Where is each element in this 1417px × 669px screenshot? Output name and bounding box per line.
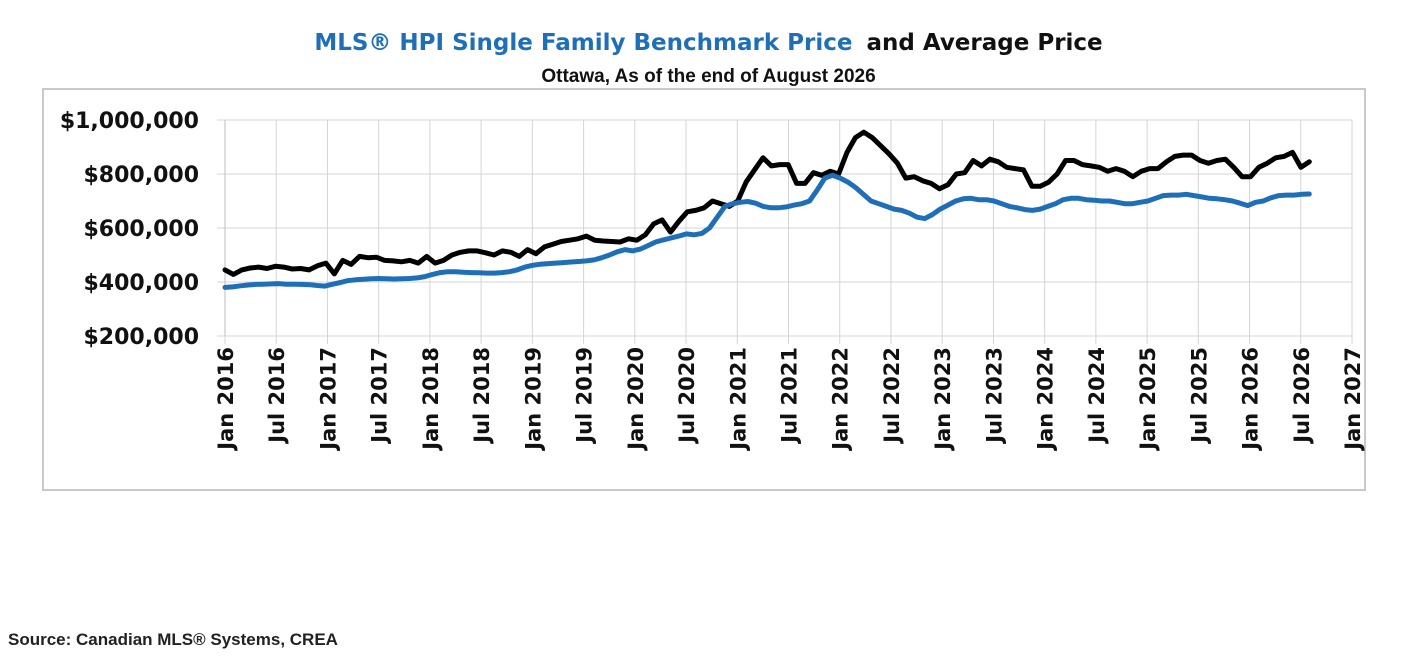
x-tick-label: Jul 2021 <box>778 347 802 445</box>
y-tick-label: $200,000 <box>83 325 199 350</box>
x-tick-label: Jan 2018 <box>419 347 443 452</box>
x-tick-label: Jan 2019 <box>521 347 545 452</box>
x-tick-label: Jan 2023 <box>931 347 955 452</box>
x-tick-label: Jan 2021 <box>726 347 750 452</box>
x-tick-label: Jan 2024 <box>1034 347 1058 452</box>
chart-title-average: and Average Price <box>866 30 1103 56</box>
series-line-hpi-benchmark <box>222 172 1312 290</box>
x-tick-label: Jul 2023 <box>982 347 1006 445</box>
chart-frame <box>42 88 1366 491</box>
x-tick-label: Jul 2024 <box>1085 347 1109 445</box>
y-tick-label: $800,000 <box>83 163 199 188</box>
chart-subtitle: Ottawa, As of the end of August 2026 <box>541 66 876 87</box>
x-tick-label: Jan 2022 <box>829 347 853 452</box>
x-tick-label: Jul 2025 <box>1187 347 1211 445</box>
x-tick-label: Jul 2017 <box>368 347 392 445</box>
chart-title-hpi: MLS® HPI Single Family Benchmark Price <box>314 30 853 56</box>
x-tick-label: Jan 2026 <box>1239 347 1263 452</box>
y-tick-label: $600,000 <box>83 217 199 242</box>
x-tick-label: Jan 2027 <box>1341 347 1365 452</box>
x-tick-label: Jul 2018 <box>470 347 494 445</box>
x-tick-label: Jan 2017 <box>316 347 340 452</box>
series-line-average-price <box>222 129 1312 277</box>
x-tick-label: Jul 2022 <box>880 347 904 445</box>
chart-title: MLS® HPI Single Family Benchmark Price an… <box>0 30 1417 56</box>
x-tick-label: Jul 2020 <box>675 347 699 445</box>
y-tick-label: $400,000 <box>83 271 199 296</box>
y-tick-label: $1,000,000 <box>60 109 199 134</box>
x-tick-label: Jul 2026 <box>1290 347 1314 445</box>
x-tick-label: Jul 2019 <box>573 347 597 445</box>
source-note: Source: Canadian MLS® Systems, CREA <box>8 630 338 649</box>
x-tick-label: Jan 2020 <box>624 347 648 452</box>
x-tick-label: Jan 2025 <box>1136 347 1160 452</box>
x-tick-label: Jul 2016 <box>265 347 289 445</box>
x-tick-label: Jan 2016 <box>214 347 238 452</box>
